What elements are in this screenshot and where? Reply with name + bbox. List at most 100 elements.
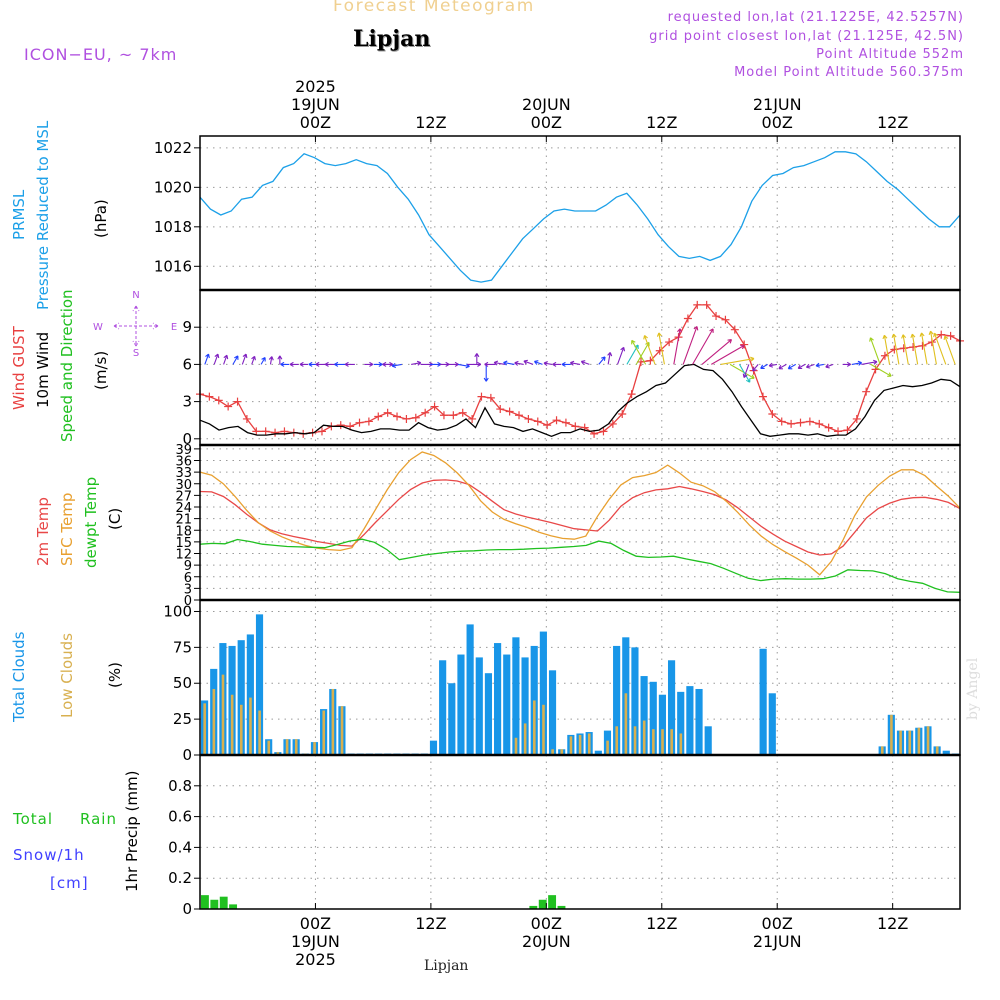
low-cloud-bar	[294, 739, 298, 755]
gust-marker	[824, 423, 833, 432]
bottom-time-label: 12Z	[877, 914, 908, 933]
rain-bar	[529, 905, 538, 909]
gust-marker	[242, 414, 251, 423]
gust-marker	[805, 417, 814, 426]
gust-marker	[777, 417, 786, 426]
y-tick-label: 6	[184, 571, 192, 586]
wind-direction-arrow	[223, 354, 229, 365]
total-cloud-bar	[484, 673, 493, 755]
low-cloud-bar	[276, 752, 280, 755]
bottom-time-label: 12Z	[646, 914, 677, 933]
wind-direction-arrow	[580, 360, 590, 365]
total-cloud-bar	[548, 670, 557, 755]
wind-direction-arrow	[448, 361, 459, 367]
temp-dewpoint-label: dewpt Temp	[82, 477, 100, 568]
gust-marker	[233, 397, 242, 406]
gust-marker	[402, 414, 411, 423]
y-tick-label: 0.2	[168, 869, 192, 887]
temp-dewpoint-line	[199, 538, 961, 593]
gust-marker	[843, 426, 852, 435]
gust-marker	[214, 396, 223, 405]
rain-bar	[201, 895, 209, 909]
total-cloud-bar	[539, 631, 547, 755]
wind-direction-arrow	[277, 355, 283, 365]
gust-marker	[571, 422, 580, 431]
bottom-time-label: 19JUN	[291, 932, 340, 951]
wind-direction-arrow	[842, 361, 851, 367]
wind-direction-arrow	[299, 361, 308, 367]
wind-direction-arrow	[391, 363, 402, 369]
wind-direction-arrow	[901, 334, 909, 365]
total-cloud-bar	[613, 645, 621, 755]
chart-title: Forecast Meteogram	[333, 0, 535, 16]
top-time-label: 2025	[295, 77, 336, 96]
gust-marker	[862, 387, 871, 396]
low-cloud-bar	[221, 674, 225, 755]
wind-direction-arrow	[656, 332, 665, 365]
precip-total-label: Total	[12, 810, 53, 828]
total-cloud-bar	[768, 693, 776, 755]
model-name: ICON−EU, ~ 7km	[24, 45, 178, 64]
gust-marker	[768, 410, 777, 418]
wind-direction-arrow	[760, 363, 768, 370]
gust-marker	[721, 315, 730, 324]
wind-direction-arrow	[643, 335, 656, 365]
y-tick-label: 33	[175, 466, 192, 481]
wind-direction-arrow	[825, 363, 834, 369]
wind-direction-arrow	[720, 356, 755, 365]
y-tick-label: 9	[184, 559, 192, 574]
wind-direction-arrow	[617, 346, 626, 365]
footer-location: Lipjan	[424, 958, 469, 974]
wind-direction-arrow	[561, 361, 571, 367]
rain-bar	[557, 905, 566, 909]
wind-direction-arrow	[364, 361, 374, 367]
gust-marker	[646, 356, 655, 365]
gust-marker	[515, 411, 524, 420]
wind-direction-arrow	[514, 360, 524, 366]
precip-snow-unit: [cm]	[50, 874, 89, 892]
top-time-label: 00Z	[762, 113, 793, 132]
top-time-label: 00Z	[300, 113, 331, 132]
wind-direction-arrow	[851, 360, 863, 366]
y-tick-label: 6	[182, 355, 192, 373]
pressure-unit: (hPa)	[92, 199, 110, 238]
y-tick-label: 9	[182, 318, 192, 336]
compass-e: E	[171, 322, 177, 333]
wind-unit: (m/s)	[92, 351, 110, 390]
top-time-label: 12Z	[646, 113, 677, 132]
pressure-label: PRMSL	[10, 189, 28, 240]
y-tick-label: 27	[175, 489, 192, 504]
low-cloud-bar	[523, 723, 527, 755]
low-cloud-bar	[633, 726, 637, 755]
total-cloud-bar	[658, 694, 666, 755]
bottom-time-label: 21JUN	[753, 932, 802, 951]
precip-rain-label: Rain	[80, 810, 117, 828]
total-cloud-bar	[942, 750, 950, 755]
model-point-altitude: Model Point Altitude 560.375m	[734, 65, 964, 80]
total-cloud-bar	[457, 654, 465, 755]
wind-direction-arrow	[268, 356, 274, 365]
wind-direction-arrow	[891, 333, 900, 365]
total-cloud-bar	[475, 657, 483, 755]
panel-frame-precip	[199, 754, 961, 910]
y-tick-label: 1016	[154, 257, 192, 275]
wind-direction-arrow	[797, 363, 806, 370]
wind-direction-arrow	[280, 361, 290, 367]
low-cloud-bar	[533, 700, 536, 755]
gust-marker	[665, 338, 674, 347]
top-time-label: 19JUN	[291, 95, 340, 114]
low-cloud-bar	[249, 697, 252, 755]
wind-direction-arrow	[523, 359, 534, 365]
wind-direction-arrow	[439, 361, 450, 367]
wind-direction-arrow	[204, 353, 210, 365]
low-cloud-bar	[514, 737, 518, 755]
wind-label: 10m Wind	[34, 332, 52, 408]
y-tick-label: 1020	[154, 178, 192, 196]
wind-direction-arrow	[411, 360, 422, 366]
y-tick-label: 0	[182, 430, 192, 448]
low-cloud-bar	[212, 688, 216, 755]
wind-direction-arrow	[870, 363, 892, 377]
bottom-time-label: 2025	[295, 950, 336, 969]
grid-point-coordinates: grid point closest lon,lat (21.125E, 42.…	[649, 29, 964, 44]
gust-marker	[411, 413, 420, 422]
